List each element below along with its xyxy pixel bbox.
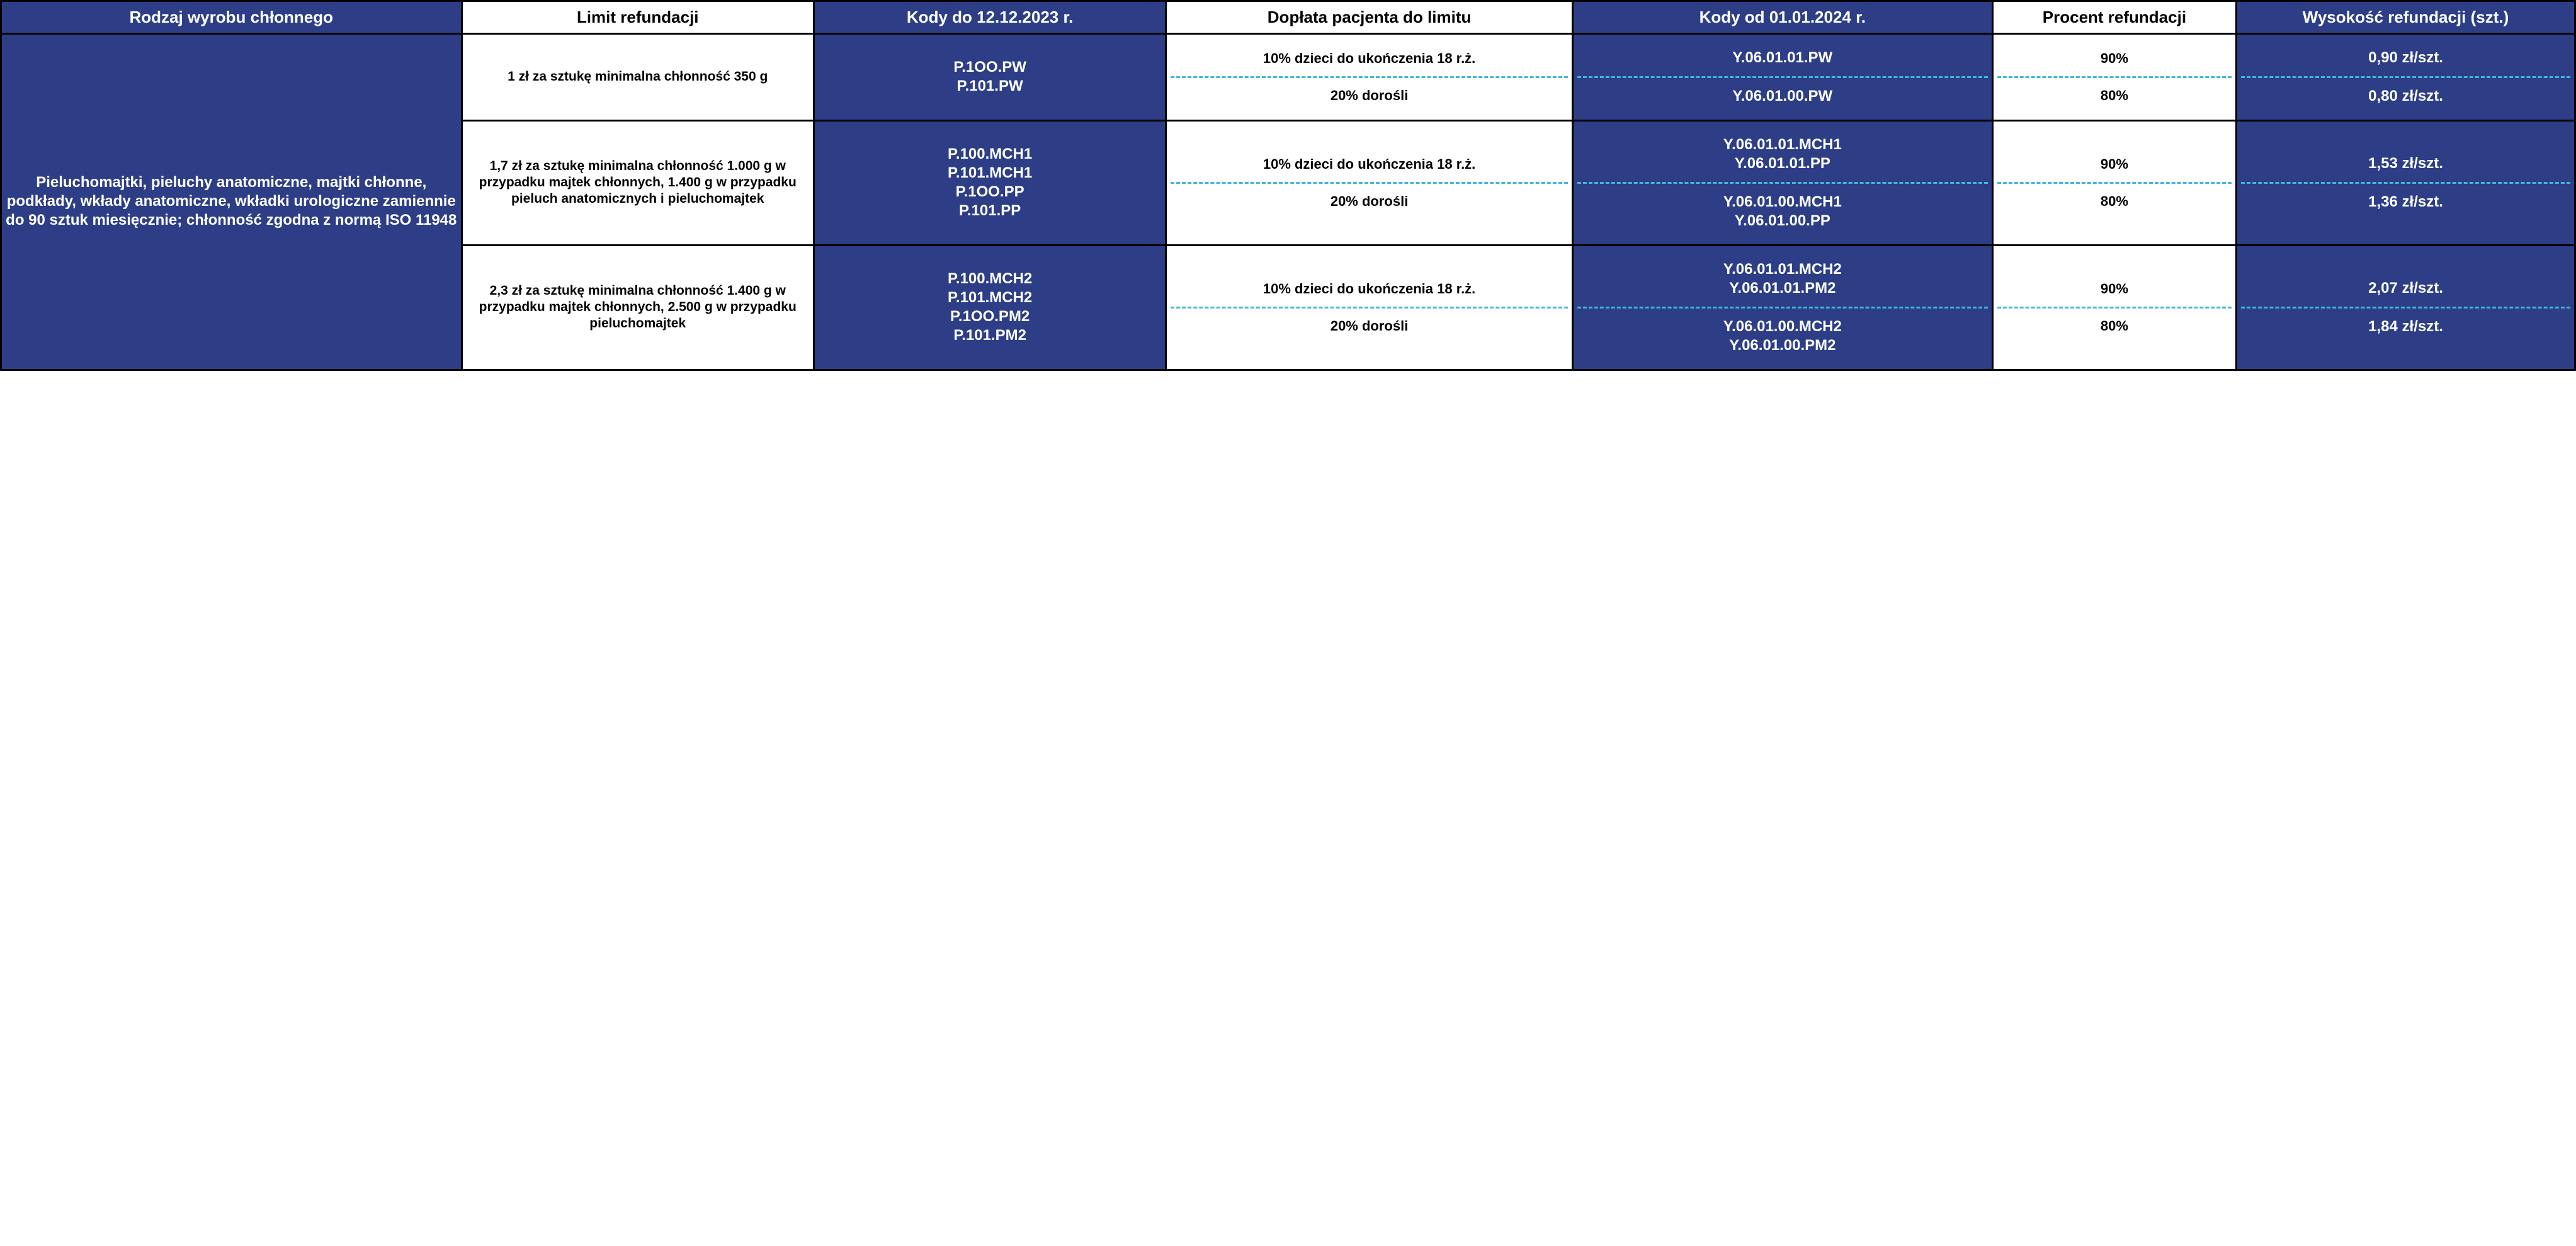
codes-new-top: Y.06.01.01.MCH1Y.06.01.01.PP <box>1577 127 1988 184</box>
refund-bot: 1,36 zł/szt. <box>2241 184 2570 220</box>
codes-new-bot: Y.06.01.00.MCH1Y.06.01.00.PP <box>1577 184 1988 239</box>
refund-bot: 1,84 zł/szt. <box>2241 309 2570 345</box>
cell-limit: 1,7 zł za sztukę minimalna chłonność 1.0… <box>462 120 814 245</box>
percent-top: 90% <box>1997 41 2232 78</box>
surcharge-top: 10% dzieci do ukończenia 18 r.ż. <box>1171 41 1567 78</box>
codes-new-bot: Y.06.01.00.PW <box>1577 78 1988 115</box>
refund-table: Rodzaj wyrobu chłonnego Limit refundacji… <box>0 0 2576 371</box>
cell-refund: 1,53 zł/szt. 1,36 zł/szt. <box>2237 120 2575 245</box>
surcharge-top: 10% dzieci do ukończenia 18 r.ż. <box>1171 147 1567 184</box>
cell-surcharge: 10% dzieci do ukończenia 18 r.ż. 20% dor… <box>1166 120 1572 245</box>
percent-bot: 80% <box>1997 184 2232 219</box>
col-header-product: Rodzaj wyrobu chłonnego <box>1 1 462 34</box>
cell-refund: 2,07 zł/szt. 1,84 zł/szt. <box>2237 245 2575 370</box>
cell-limit: 1 zł za sztukę minimalna chłonność 350 g <box>462 33 814 120</box>
col-header-codes-new: Kody od 01.01.2024 r. <box>1572 1 1992 34</box>
cell-percent: 90% 80% <box>1992 120 2236 245</box>
percent-bot: 80% <box>1997 78 2232 113</box>
codes-new-top: Y.06.01.01.MCH2Y.06.01.01.PM2 <box>1577 251 1988 309</box>
table-row: Pieluchomajtki, pieluchy anatomiczne, ma… <box>1 33 2575 120</box>
cell-codes-old: P.100.MCH1P.101.MCH1P.1OO.PPP.101.PP <box>814 120 1166 245</box>
col-header-refund: Wysokość refundacji (szt.) <box>2237 1 2575 34</box>
refund-top: 1,53 zł/szt. <box>2241 145 2570 184</box>
percent-top: 90% <box>1997 271 2232 309</box>
cell-codes-old: P.1OO.PWP.101.PW <box>814 33 1166 120</box>
refund-top: 2,07 zł/szt. <box>2241 270 2570 309</box>
cell-surcharge: 10% dzieci do ukończenia 18 r.ż. 20% dor… <box>1166 33 1572 120</box>
surcharge-top: 10% dzieci do ukończenia 18 r.ż. <box>1171 271 1567 309</box>
cell-surcharge: 10% dzieci do ukończenia 18 r.ż. 20% dor… <box>1166 245 1572 370</box>
cell-codes-old: P.100.MCH2P.101.MCH2P.1OO.PM2P.101.PM2 <box>814 245 1166 370</box>
percent-bot: 80% <box>1997 309 2232 344</box>
cell-percent: 90% 80% <box>1992 33 2236 120</box>
cell-percent: 90% 80% <box>1992 245 2236 370</box>
col-header-percent: Procent refundacji <box>1992 1 2236 34</box>
surcharge-bot: 20% dorośli <box>1171 78 1567 113</box>
cell-product-type: Pieluchomajtki, pieluchy anatomiczne, ma… <box>1 33 462 370</box>
refund-top: 0,90 zł/szt. <box>2241 40 2570 78</box>
cell-codes-new: Y.06.01.01.PW Y.06.01.00.PW <box>1572 33 1992 120</box>
col-header-limit: Limit refundacji <box>462 1 814 34</box>
cell-limit: 2,3 zł za sztukę minimalna chłonność 1.4… <box>462 245 814 370</box>
cell-codes-new: Y.06.01.01.MCH1Y.06.01.01.PP Y.06.01.00.… <box>1572 120 1992 245</box>
surcharge-bot: 20% dorośli <box>1171 309 1567 344</box>
col-header-surcharge: Dopłata pacjenta do limitu <box>1166 1 1572 34</box>
codes-new-top: Y.06.01.01.PW <box>1577 40 1988 78</box>
table-body: Pieluchomajtki, pieluchy anatomiczne, ma… <box>1 33 2575 370</box>
col-header-codes-old: Kody do 12.12.2023 r. <box>814 1 1166 34</box>
percent-top: 90% <box>1997 147 2232 184</box>
codes-new-bot: Y.06.01.00.MCH2Y.06.01.00.PM2 <box>1577 309 1988 364</box>
refund-bot: 0,80 zł/szt. <box>2241 78 2570 115</box>
cell-codes-new: Y.06.01.01.MCH2Y.06.01.01.PM2 Y.06.01.00… <box>1572 245 1992 370</box>
table-header-row: Rodzaj wyrobu chłonnego Limit refundacji… <box>1 1 2575 34</box>
cell-refund: 0,90 zł/szt. 0,80 zł/szt. <box>2237 33 2575 120</box>
codes-old-value: P.1OO.PWP.101.PW <box>819 44 1161 110</box>
surcharge-bot: 20% dorośli <box>1171 184 1567 219</box>
